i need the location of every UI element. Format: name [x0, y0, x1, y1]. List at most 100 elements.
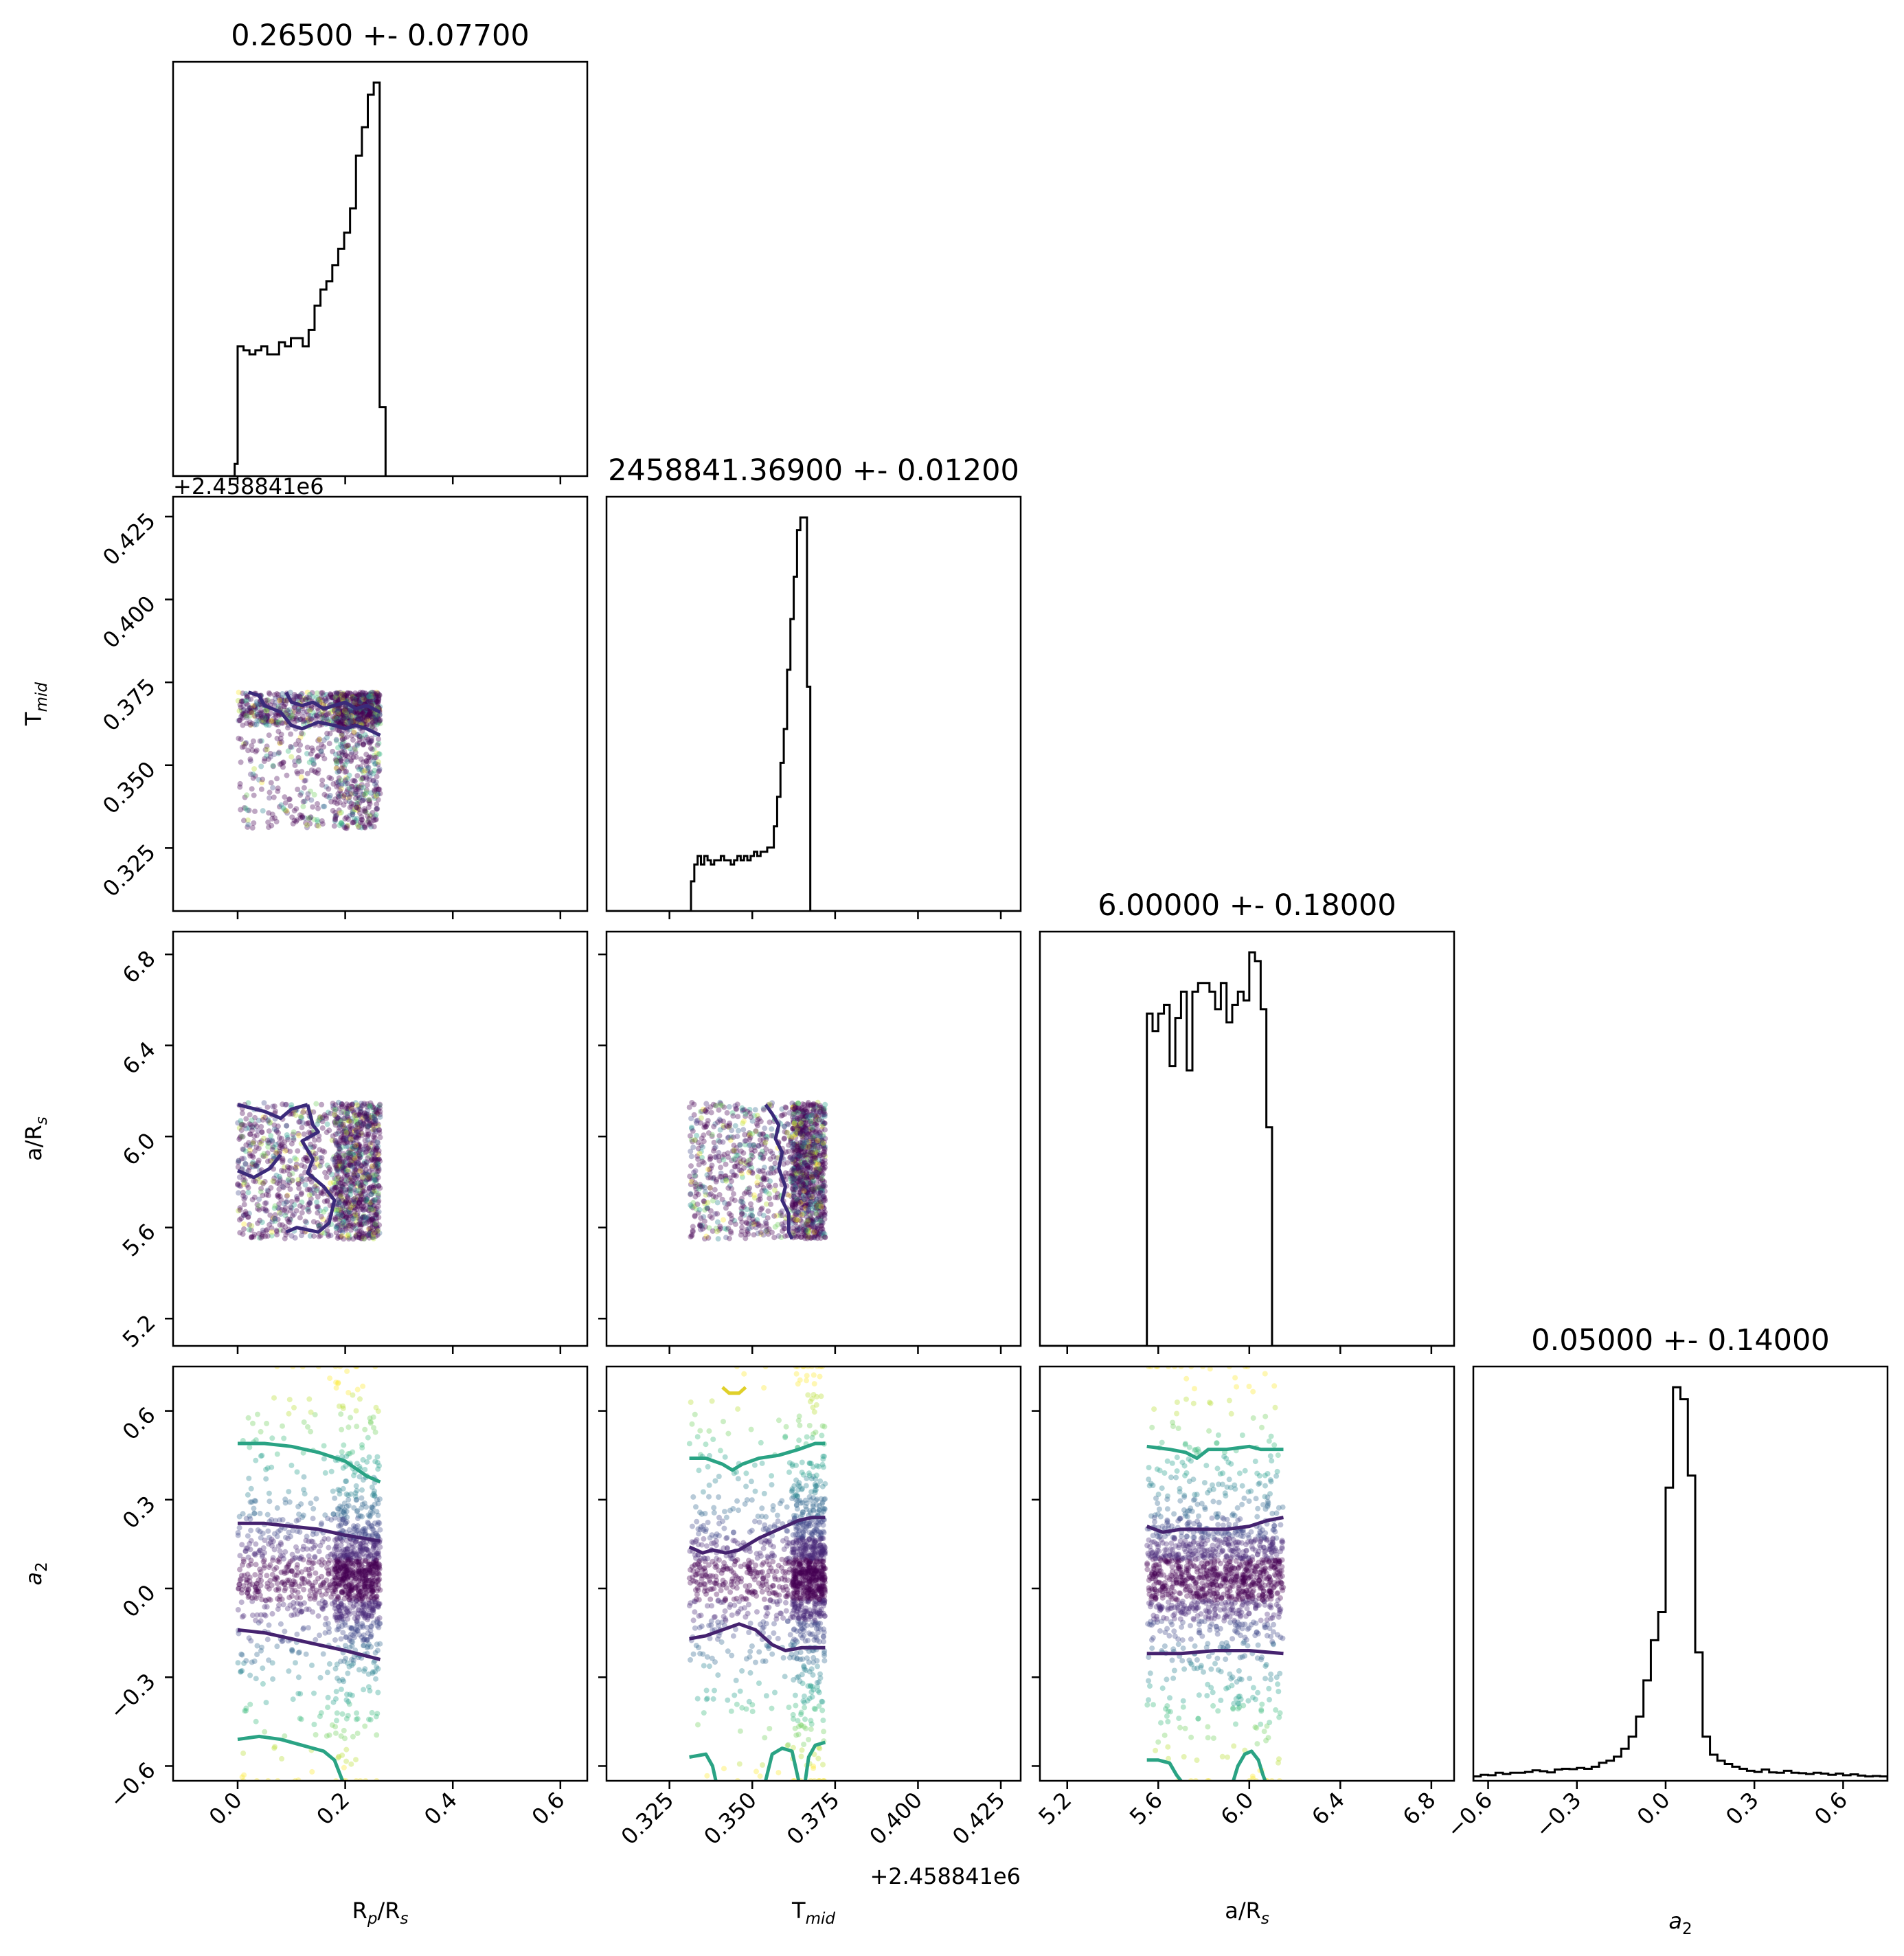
sample-point: [340, 1122, 346, 1128]
sample-point: [359, 767, 365, 774]
sample-point: [266, 824, 272, 831]
sample-point: [751, 1232, 757, 1238]
sample-point: [277, 739, 283, 745]
sample-point: [260, 1665, 266, 1672]
sample-point: [819, 1195, 825, 1201]
sample-point: [365, 798, 372, 803]
sample-point: [263, 1228, 269, 1234]
sample-point: [313, 1187, 319, 1193]
sample-point: [350, 737, 356, 743]
sample-point: [330, 1105, 337, 1112]
sample-point: [330, 708, 337, 715]
sample-point: [315, 1161, 321, 1167]
sample-point: [237, 701, 243, 708]
sample-point: [335, 712, 341, 719]
sample-point: [247, 1222, 253, 1228]
sample-point: [716, 1138, 721, 1144]
sample-point: [349, 1105, 355, 1112]
sample-point: [316, 1549, 322, 1555]
sample-point: [360, 774, 366, 780]
sample-point: [256, 1577, 262, 1584]
sample-point: [356, 1590, 362, 1596]
sample-point: [295, 708, 302, 715]
sample-point: [348, 800, 354, 807]
sample-point: [242, 1209, 249, 1215]
sample-point: [723, 1178, 729, 1184]
sample-point: [697, 1120, 703, 1126]
sample-point: [747, 1185, 753, 1191]
sample-point: [361, 695, 367, 701]
sample-point: [337, 1155, 343, 1161]
sample-point: [362, 1113, 368, 1119]
sample-point: [343, 706, 349, 711]
sample-point: [288, 754, 295, 760]
sample-point: [811, 1186, 817, 1192]
sample-point: [807, 1112, 813, 1118]
sample-point: [811, 1188, 817, 1194]
sample-point: [353, 1166, 359, 1172]
sample-point: [249, 1153, 256, 1159]
sample-point: [273, 721, 280, 728]
sample-point: [303, 697, 308, 703]
sample-point: [354, 1461, 360, 1467]
sample-point: [797, 1140, 804, 1146]
sample-point: [343, 708, 350, 714]
sample-point: [370, 1220, 376, 1226]
sample-point: [693, 1186, 699, 1192]
sample-point: [323, 1113, 329, 1119]
sample-point: [365, 1637, 371, 1643]
sample-point: [337, 1123, 343, 1129]
sample-point: [802, 1110, 808, 1116]
sample-point: [801, 1232, 807, 1238]
sample-point: [343, 1162, 349, 1169]
sample-point: [365, 1207, 372, 1213]
sample-point: [372, 716, 378, 722]
sample-point: [339, 820, 345, 826]
sample-point: [375, 1191, 381, 1196]
sample-point: [354, 714, 360, 720]
sample-point: [797, 1169, 804, 1176]
sample-point: [368, 738, 374, 744]
sample-point: [363, 711, 370, 717]
sample-point: [729, 1127, 735, 1134]
sample-point: [352, 807, 358, 813]
sample-point: [343, 1207, 350, 1213]
sample-point: [352, 1630, 358, 1636]
sample-point: [800, 1158, 806, 1164]
sample-point: [795, 1178, 802, 1184]
sample-point: [367, 754, 372, 760]
sample-point: [775, 1233, 782, 1239]
sample-point: [735, 1152, 741, 1158]
sample-point: [804, 1114, 811, 1121]
sample-point: [238, 1118, 244, 1124]
sample-point: [820, 1151, 826, 1158]
sample-point: [736, 1167, 743, 1173]
sample-point: [346, 772, 352, 778]
sample-point: [365, 754, 372, 761]
sample-point: [818, 1230, 824, 1237]
sample-point: [371, 1190, 377, 1196]
sample-point: [356, 693, 362, 699]
sample-point: [356, 1156, 362, 1162]
sample-point: [336, 1179, 342, 1185]
sample-point: [363, 1167, 369, 1173]
sample-point: [712, 1121, 718, 1127]
sample-point: [792, 1202, 798, 1208]
sample-point: [346, 1106, 352, 1112]
sample-point: [365, 1213, 372, 1219]
sample-point: [802, 1151, 808, 1157]
sample-point: [321, 737, 327, 743]
sample-point: [794, 1130, 800, 1136]
sample-point: [336, 1189, 342, 1195]
sample-point: [273, 720, 280, 726]
sample-point: [373, 1121, 378, 1127]
sample-point: [789, 1159, 795, 1165]
sample-point: [330, 696, 337, 702]
sample-point: [358, 1108, 364, 1114]
sample-point: [375, 1107, 381, 1113]
sample-point: [374, 1157, 381, 1163]
sample-point: [812, 1225, 818, 1231]
sample-point: [819, 1121, 826, 1127]
sample-point: [275, 712, 282, 719]
sample-point: [356, 1567, 363, 1573]
